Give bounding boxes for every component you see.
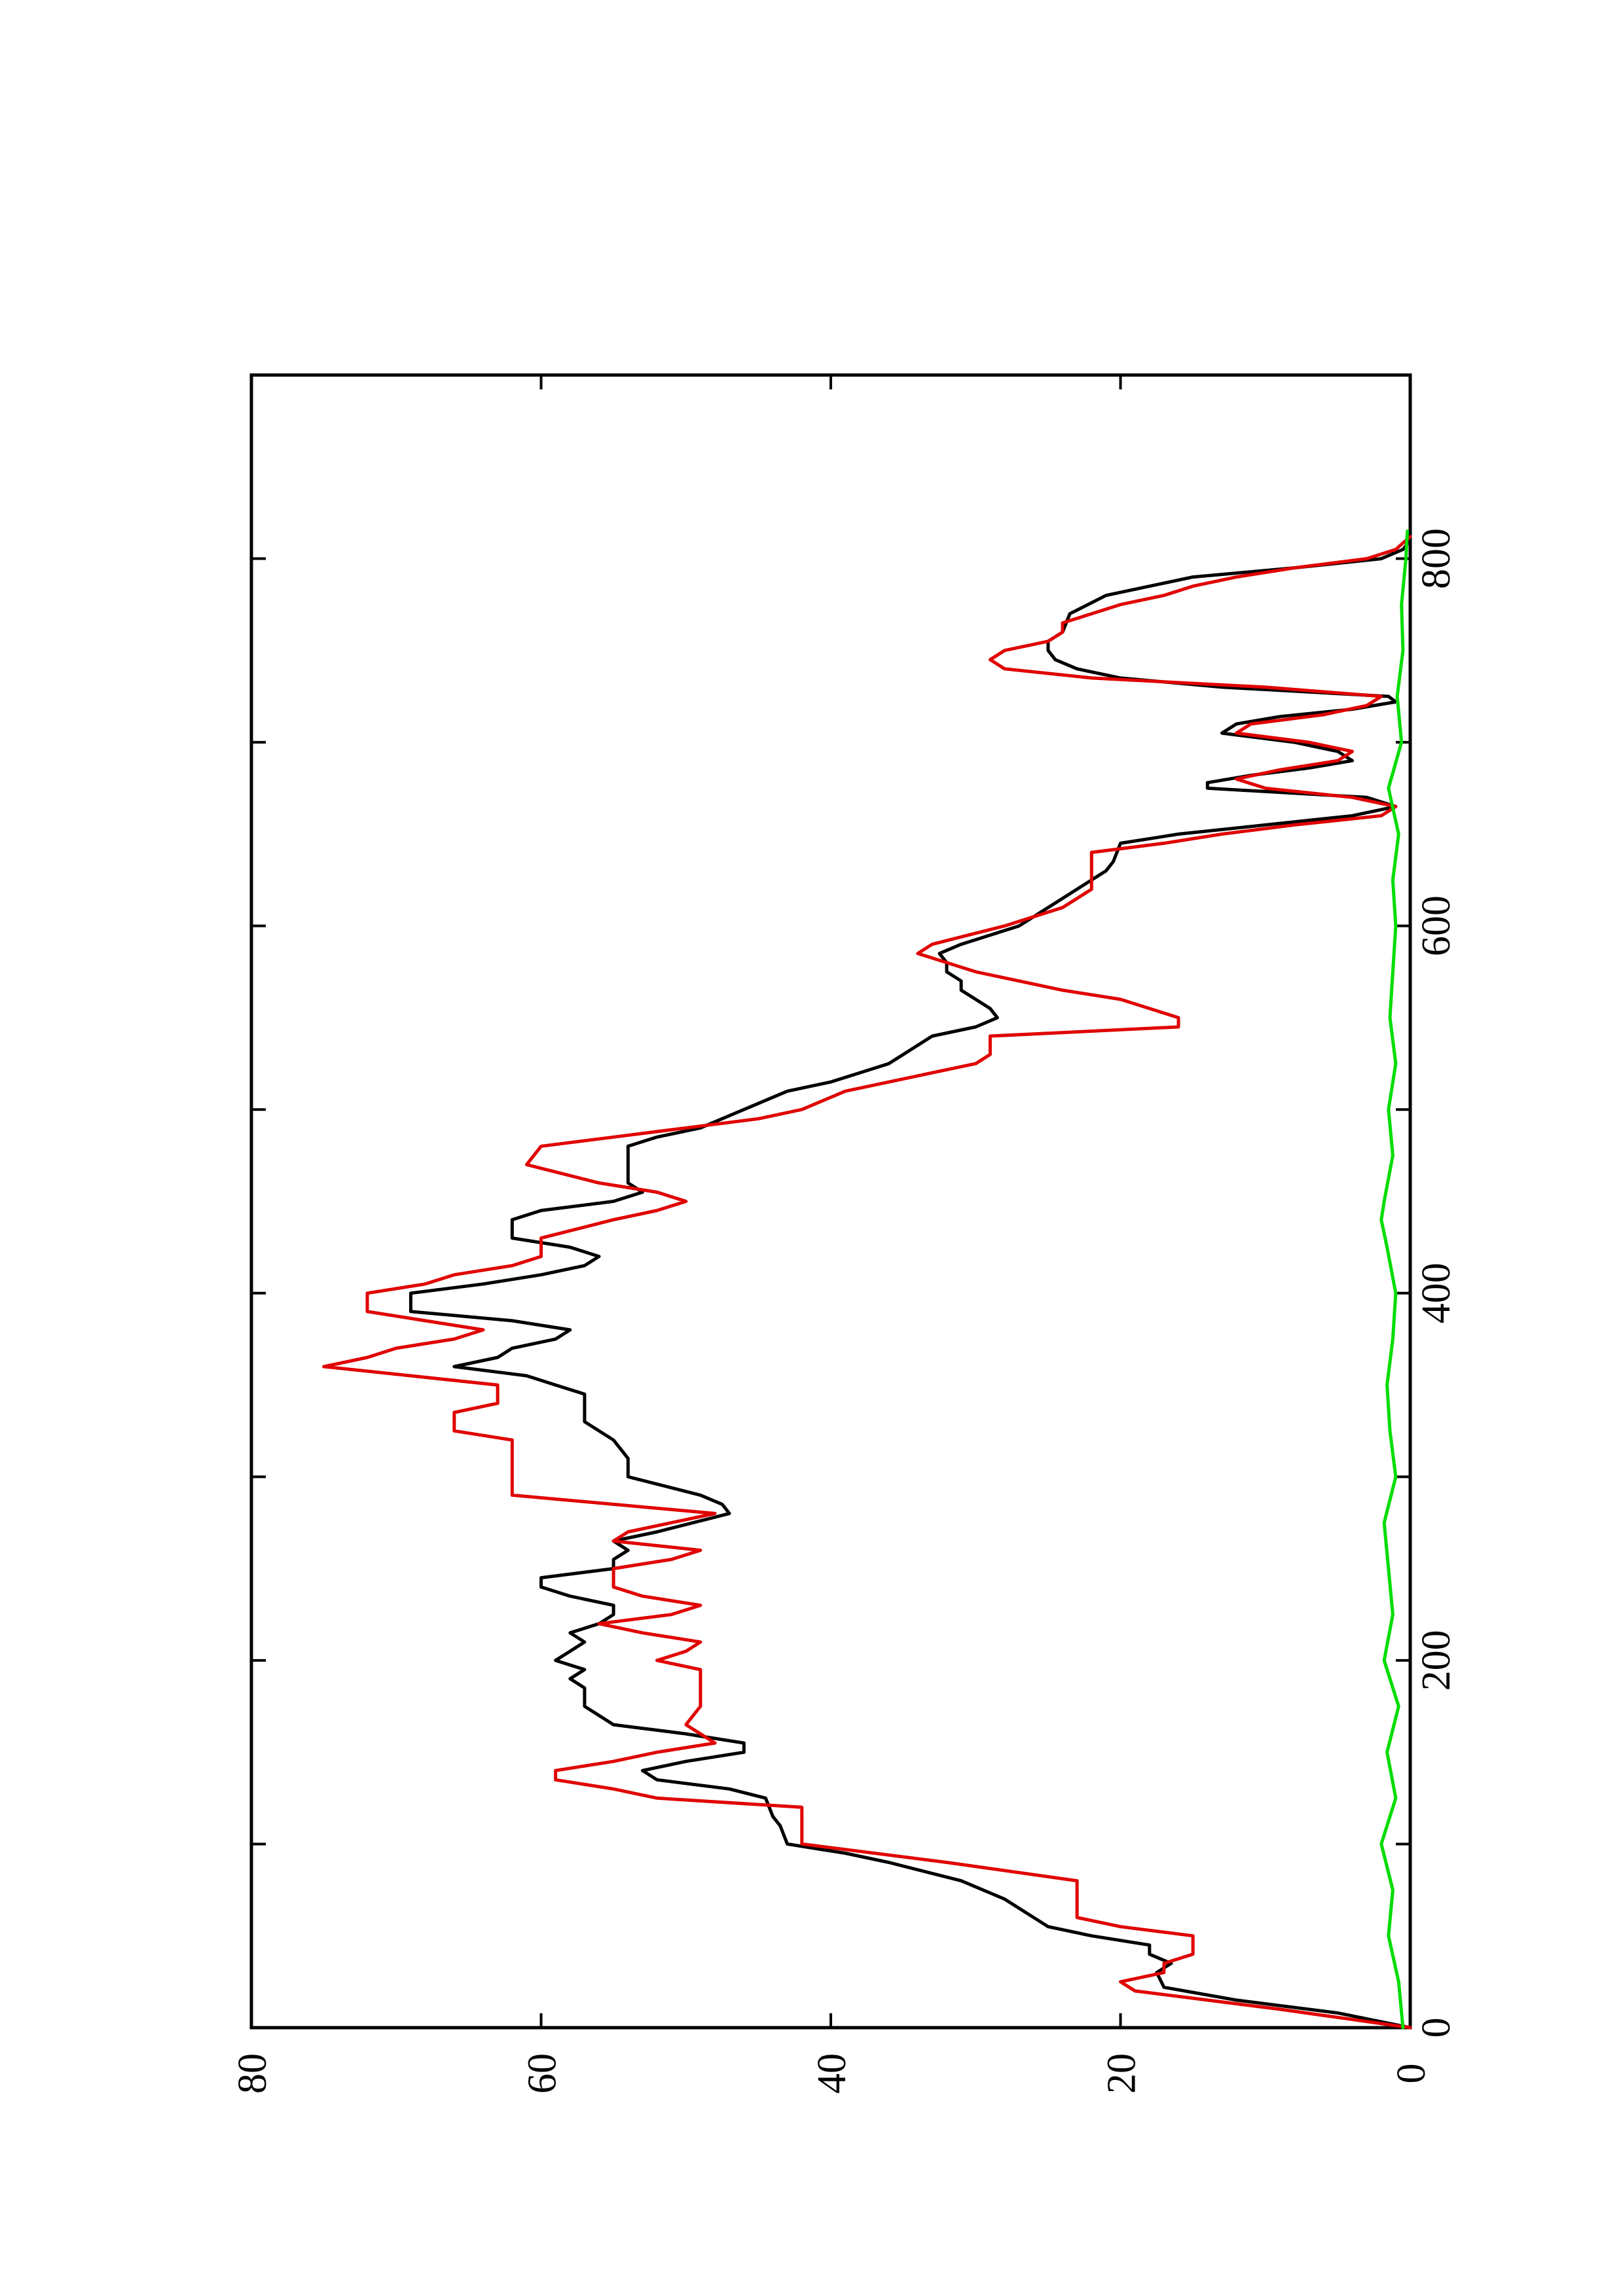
series-line-2 <box>322 535 1412 2030</box>
axis-tick-labels: 0 200 400 600 800 0 20 40 60 80 <box>230 528 1459 2094</box>
x-tick-label: 0 <box>1414 2018 1459 2038</box>
x-tick-label: 800 <box>1414 528 1459 589</box>
y-tick-label: 60 <box>520 2053 565 2094</box>
x-tick-label: 600 <box>1414 895 1459 956</box>
y-tick-label: 20 <box>1100 2053 1144 2094</box>
axis-ticks <box>250 374 1412 2029</box>
x-tick-label: 400 <box>1414 1263 1459 1323</box>
y-tick-label: 40 <box>810 2053 854 2094</box>
x-tick-label: 200 <box>1414 1630 1459 1691</box>
data-series <box>322 529 1412 2030</box>
y-tick-label: 0 <box>1389 2064 1434 2084</box>
plot-frame <box>249 373 1412 2030</box>
series-line-3 <box>1379 529 1410 2030</box>
y-tick-label: 80 <box>230 2053 275 2094</box>
series-line-1 <box>409 539 1412 2030</box>
